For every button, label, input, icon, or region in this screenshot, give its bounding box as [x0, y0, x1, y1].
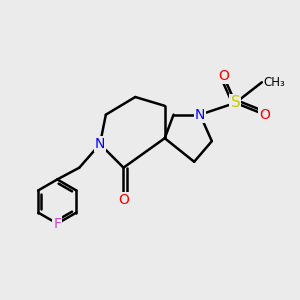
Text: CH₃: CH₃ — [263, 76, 285, 89]
Text: O: O — [260, 108, 270, 122]
Text: N: N — [95, 137, 105, 151]
Text: S: S — [230, 95, 240, 110]
Text: O: O — [218, 69, 229, 83]
Text: O: O — [118, 193, 129, 207]
Text: N: N — [195, 108, 205, 122]
Text: F: F — [53, 217, 61, 231]
